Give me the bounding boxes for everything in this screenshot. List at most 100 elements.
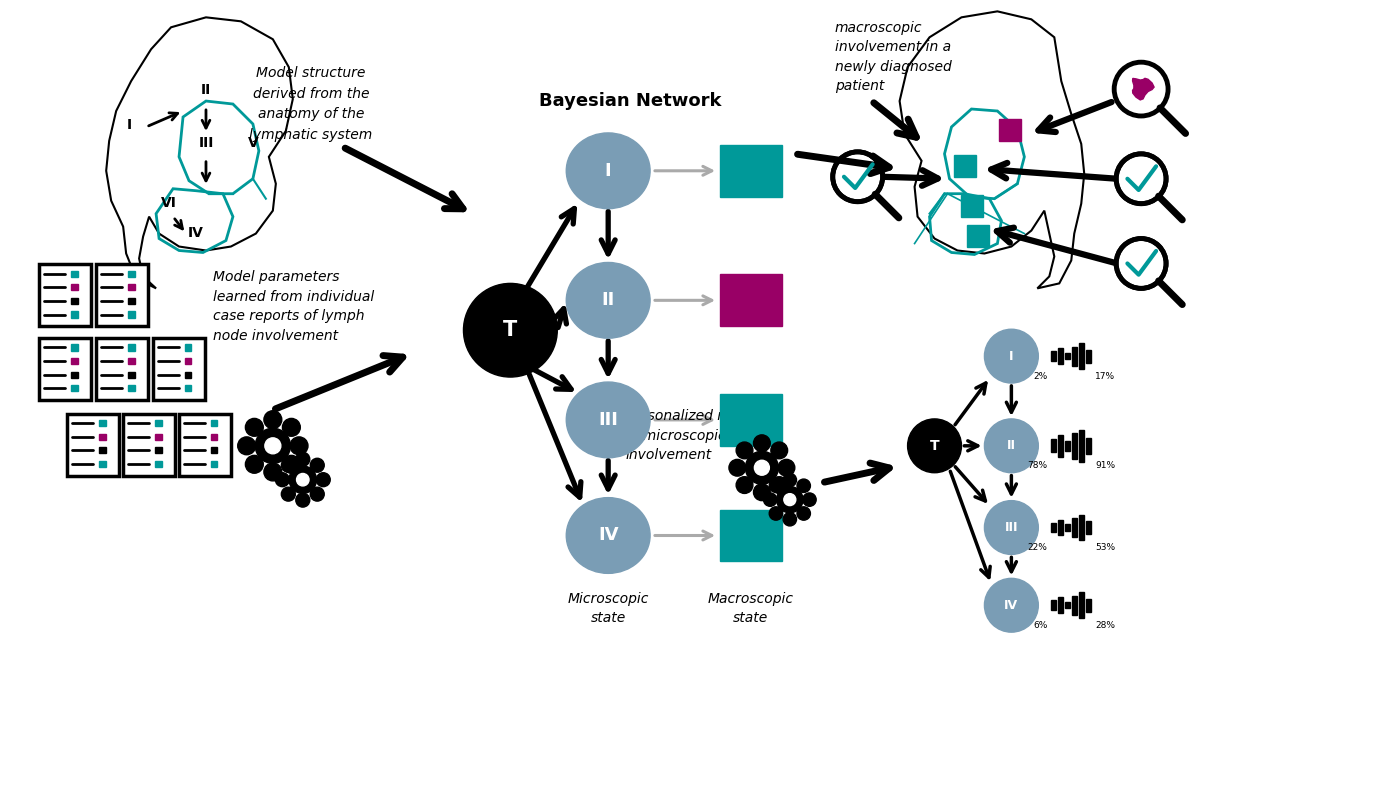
Circle shape	[245, 418, 263, 437]
Bar	[185, 371, 192, 377]
Circle shape	[777, 486, 804, 513]
Bar	[71, 371, 78, 377]
Circle shape	[297, 474, 309, 486]
Ellipse shape	[907, 419, 962, 473]
Bar	[155, 448, 161, 453]
Bar	[1058, 519, 1063, 536]
Text: Macroscopic
state: Macroscopic state	[708, 593, 794, 625]
Text: Personalized risk
of microscopic
involvement: Personalized risk of microscopic involve…	[626, 409, 742, 463]
Circle shape	[736, 442, 753, 459]
Text: IV: IV	[188, 225, 204, 240]
Bar	[1079, 515, 1084, 541]
Bar	[155, 433, 161, 440]
Circle shape	[771, 477, 788, 493]
Circle shape	[255, 429, 290, 463]
Bar	[1086, 438, 1091, 454]
Circle shape	[283, 455, 301, 474]
Circle shape	[783, 474, 797, 487]
Bar	[955, 155, 976, 177]
Bar	[1051, 440, 1056, 452]
Bar	[71, 344, 78, 351]
Bar	[211, 448, 217, 453]
Bar	[71, 270, 78, 277]
Text: T: T	[503, 320, 518, 340]
Circle shape	[755, 460, 770, 475]
Circle shape	[290, 437, 308, 455]
Bar	[123, 414, 175, 476]
Bar	[71, 298, 78, 304]
Bar	[129, 344, 134, 351]
Bar	[129, 358, 134, 364]
Bar	[67, 414, 119, 476]
Bar	[1072, 596, 1077, 615]
Ellipse shape	[463, 284, 557, 377]
Bar	[1051, 351, 1056, 361]
Bar	[720, 394, 781, 446]
Text: 6%: 6%	[1033, 621, 1047, 630]
Ellipse shape	[984, 329, 1039, 383]
Bar	[99, 433, 105, 440]
Circle shape	[265, 463, 281, 481]
Circle shape	[769, 479, 783, 492]
Bar	[1079, 593, 1084, 618]
Ellipse shape	[566, 133, 650, 209]
Bar	[71, 358, 78, 364]
Bar	[1086, 521, 1091, 534]
Bar	[211, 433, 217, 440]
Bar	[1000, 119, 1022, 141]
Bar	[1051, 522, 1056, 533]
Ellipse shape	[566, 382, 650, 458]
Bar	[211, 420, 217, 426]
Circle shape	[311, 487, 325, 501]
Ellipse shape	[566, 498, 650, 574]
Bar	[211, 461, 217, 467]
Circle shape	[797, 479, 811, 492]
Bar	[129, 284, 134, 291]
Text: Model structure
derived from the
anatomy of the
lymphatic system: Model structure derived from the anatomy…	[249, 66, 372, 142]
Circle shape	[778, 459, 795, 476]
Text: VI: VI	[161, 195, 176, 210]
Ellipse shape	[984, 500, 1039, 555]
Circle shape	[238, 437, 256, 455]
Text: II: II	[200, 83, 211, 97]
Bar	[1072, 518, 1077, 537]
Text: III: III	[1005, 521, 1018, 534]
Bar	[1065, 524, 1070, 530]
Circle shape	[276, 473, 290, 487]
Text: 2%: 2%	[1033, 372, 1047, 381]
Bar	[129, 298, 134, 304]
Text: I: I	[126, 118, 132, 132]
Circle shape	[295, 493, 309, 507]
Bar	[1072, 347, 1077, 366]
Text: 17%: 17%	[1095, 372, 1116, 381]
Bar	[967, 225, 990, 247]
Text: 22%: 22%	[1028, 543, 1047, 552]
Text: 53%: 53%	[1095, 543, 1116, 552]
Bar	[99, 448, 105, 453]
Text: I: I	[605, 162, 612, 180]
Text: IV: IV	[1004, 599, 1018, 611]
Bar	[71, 385, 78, 392]
Bar	[129, 311, 134, 318]
Text: Microscopic
state: Microscopic state	[567, 593, 648, 625]
Circle shape	[729, 459, 746, 476]
Ellipse shape	[984, 578, 1039, 632]
Text: Model parameters
learned from individual
case reports of lymph
node involvement: Model parameters learned from individual…	[213, 270, 374, 343]
Circle shape	[784, 493, 795, 506]
Text: III: III	[598, 411, 619, 429]
Ellipse shape	[984, 419, 1039, 473]
Bar	[39, 338, 91, 400]
Circle shape	[753, 484, 770, 500]
Bar	[155, 461, 161, 467]
Text: macroscopic
involvement in a
newly diagnosed
patient: macroscopic involvement in a newly diagn…	[834, 21, 952, 94]
Text: 28%: 28%	[1095, 621, 1116, 630]
Text: Bayesian Network: Bayesian Network	[539, 92, 721, 110]
Circle shape	[802, 493, 816, 507]
Bar	[962, 195, 983, 217]
Bar	[97, 265, 148, 326]
Circle shape	[281, 459, 295, 472]
Circle shape	[771, 442, 788, 459]
Bar	[129, 270, 134, 277]
Bar	[71, 284, 78, 291]
Circle shape	[316, 473, 330, 487]
